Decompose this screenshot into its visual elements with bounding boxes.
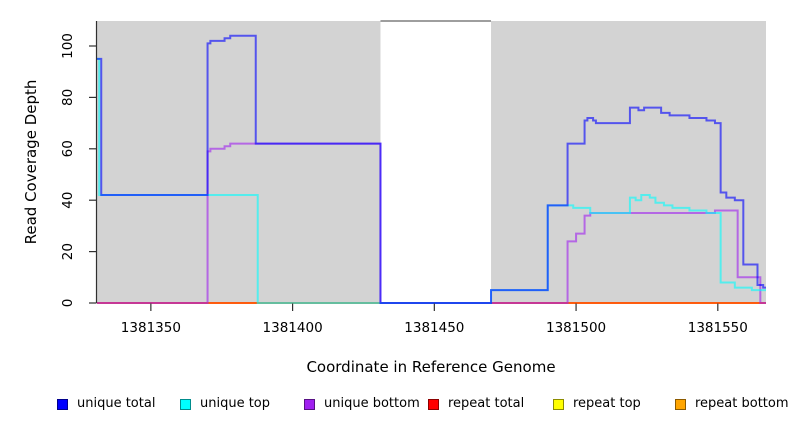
series-lines (97, 34, 766, 304)
y-tick-label: 100 (60, 33, 76, 59)
x-tick-label: 1381350 (121, 320, 181, 336)
y-axis-title: Read Coverage Depth (22, 80, 40, 245)
x-tick-label: 1381400 (263, 320, 323, 336)
y-tick-label: 0 (60, 299, 76, 308)
plot-panel (97, 20, 766, 311)
x-axis-title: Coordinate in Reference Genome (306, 358, 555, 376)
y-tick-label: 20 (60, 243, 76, 260)
x-tick-label: 1381500 (546, 320, 606, 336)
y-tick-label: 40 (60, 192, 76, 209)
x-tick-label: 1381550 (688, 320, 748, 336)
y-tick-label: 60 (60, 140, 76, 157)
axes: 0 20 40 60 80 100 1381350 1381400 1381450 1381500… (60, 21, 748, 336)
y-tick-label: 80 (60, 89, 76, 106)
masked-region (380, 20, 492, 311)
series-line-unique-total (97, 34, 766, 304)
x-tick-label: 1381450 (404, 320, 464, 336)
series-line-unique-bottom (97, 142, 766, 304)
